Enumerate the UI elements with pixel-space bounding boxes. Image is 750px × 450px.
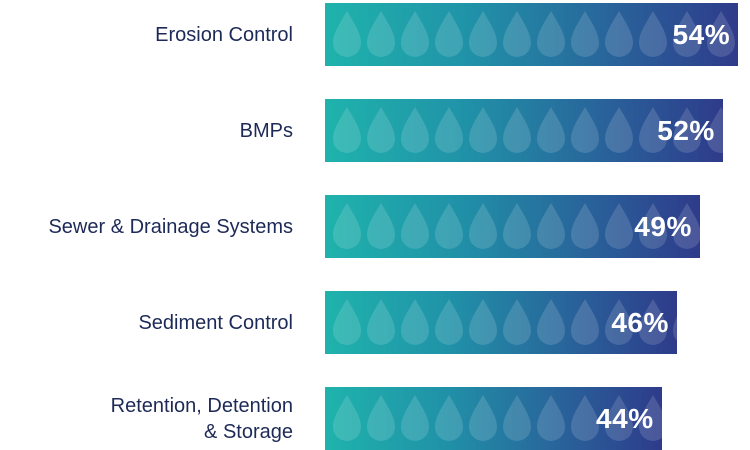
droplet	[605, 299, 633, 345]
droplet	[469, 107, 497, 153]
droplet	[503, 107, 531, 153]
category-label: Erosion Control	[155, 23, 293, 46]
droplet	[333, 395, 361, 441]
droplet	[673, 107, 701, 153]
droplet	[367, 203, 395, 249]
value-label: 44%	[596, 403, 654, 434]
droplet	[333, 203, 361, 249]
droplet	[367, 107, 395, 153]
droplet	[537, 395, 565, 441]
droplet	[469, 11, 497, 57]
value-label: 46%	[611, 307, 669, 338]
droplet	[605, 107, 633, 153]
droplet	[537, 299, 565, 345]
droplet	[401, 11, 429, 57]
bar: 46%	[325, 291, 677, 354]
droplet	[435, 11, 463, 57]
bar: 54%	[325, 3, 739, 66]
droplet	[435, 107, 463, 153]
droplet	[537, 203, 565, 249]
droplet	[639, 107, 667, 153]
droplet	[571, 395, 599, 441]
droplet	[673, 316, 677, 341]
droplet	[469, 203, 497, 249]
droplet	[367, 395, 395, 441]
droplet	[333, 107, 361, 153]
droplet	[469, 299, 497, 345]
droplet	[503, 11, 531, 57]
droplet	[435, 203, 463, 249]
droplet	[401, 107, 429, 153]
droplet	[537, 11, 565, 57]
droplet	[401, 395, 429, 441]
bar: 44%	[325, 387, 662, 450]
droplet	[571, 107, 599, 153]
value-label: 52%	[657, 115, 715, 146]
bar: 52%	[325, 99, 723, 162]
droplet	[333, 11, 361, 57]
droplet	[367, 299, 395, 345]
droplets	[333, 395, 662, 441]
droplet	[571, 11, 599, 57]
value-label: 54%	[672, 19, 731, 50]
droplet	[401, 203, 429, 249]
droplet	[639, 203, 667, 249]
value-label: 49%	[634, 211, 692, 242]
category-label: Sewer & Drainage Systems	[48, 215, 293, 238]
droplets	[333, 203, 700, 249]
droplet	[639, 395, 662, 441]
droplet	[571, 299, 599, 345]
droplet	[469, 395, 497, 441]
droplet	[503, 395, 531, 441]
category-label: Retention, Detention & Storage	[110, 394, 293, 443]
droplet	[605, 203, 633, 249]
bar: 49%	[325, 195, 700, 258]
droplets	[333, 299, 677, 345]
droplet	[571, 203, 599, 249]
category-label: Sediment Control	[138, 311, 293, 334]
droplet	[605, 395, 633, 441]
droplet	[367, 11, 395, 57]
droplets	[333, 11, 735, 57]
droplet	[605, 11, 633, 57]
droplets	[333, 107, 723, 153]
droplet	[435, 299, 463, 345]
droplet	[639, 11, 667, 57]
category-label: BMPs	[239, 119, 293, 142]
droplet	[503, 203, 531, 249]
droplet	[537, 107, 565, 153]
droplet	[639, 299, 667, 345]
droplet	[435, 395, 463, 441]
droplet	[401, 299, 429, 345]
droplet	[503, 299, 531, 345]
droplet	[707, 107, 723, 153]
droplet	[707, 11, 735, 57]
droplet	[673, 203, 700, 249]
droplet	[333, 299, 361, 345]
droplet	[673, 11, 701, 57]
